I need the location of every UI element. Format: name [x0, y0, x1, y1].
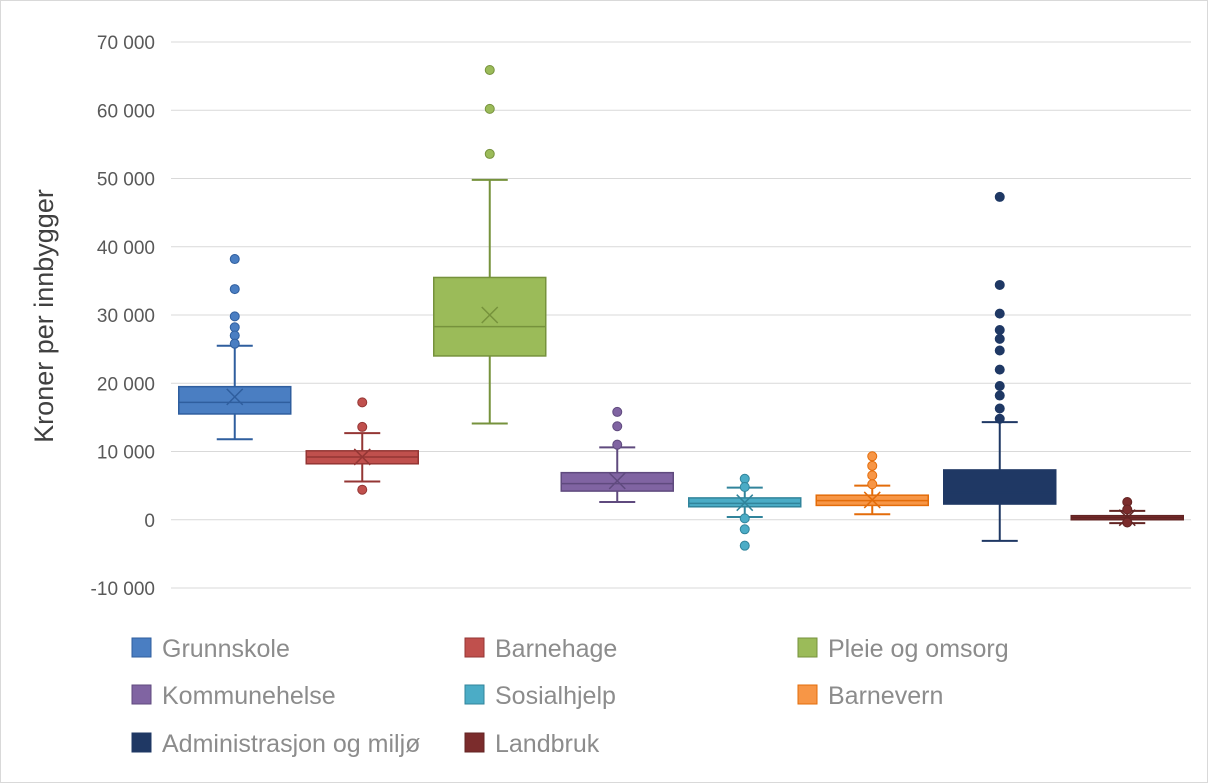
legend-label: Pleie og omsorg: [828, 635, 1009, 663]
outlier-point: [229, 311, 240, 322]
outlier-point: [739, 481, 750, 492]
legend-item: Sosialhjelp: [464, 682, 616, 710]
box-barnevern: [815, 451, 929, 516]
y-tick-label: 10 000: [97, 443, 155, 464]
mean-marker: [353, 448, 371, 466]
outlier-point: [739, 513, 750, 524]
outlier-point: [867, 460, 878, 471]
legend-swatch: [131, 732, 152, 753]
legend-item: Administrasjon og miljø: [131, 730, 420, 758]
outlier-point: [1122, 504, 1133, 515]
legend-item: Kommunehelse: [131, 682, 336, 710]
outlier-point: [357, 421, 368, 432]
outlier-point: [867, 479, 878, 490]
y-tick-label: 40 000: [97, 238, 155, 259]
outlier-point: [484, 148, 495, 159]
legend-label: Grunnskole: [162, 635, 290, 663]
outlier-point: [739, 540, 750, 551]
y-axis-title: Kroner per innbygger: [29, 189, 59, 443]
legend-label: Sosialhjelp: [495, 682, 616, 710]
outlier-point: [994, 403, 1005, 414]
mean-marker: [481, 306, 499, 324]
legend-item: Landbruk: [464, 730, 600, 758]
outlier-point: [484, 103, 495, 114]
outlier-point: [994, 345, 1005, 356]
y-axis-ticks: -10 000 0 10 000 20 000 30 000 40 000 50 000 60…: [91, 33, 155, 600]
outlier-point: [994, 308, 1005, 319]
y-tick-label: 30 000: [97, 306, 155, 327]
mean-marker: [736, 494, 754, 512]
box-iqr: [943, 469, 1057, 505]
legend-item: Pleie og omsorg: [797, 635, 1009, 663]
y-tick-label: 70 000: [97, 33, 155, 54]
mean-marker: [863, 491, 881, 509]
outlier-point: [994, 333, 1005, 344]
outlier-point: [229, 330, 240, 341]
outlier-point: [739, 524, 750, 535]
legend-label: Barnevern: [828, 682, 943, 710]
legend-swatch: [131, 637, 152, 658]
legend-swatch: [131, 684, 152, 705]
legend: Grunnskole Barnehage Pleie og omsorg Kommun…: [131, 635, 1009, 758]
outlier-point: [612, 439, 623, 450]
box-kommunehelse: [560, 406, 674, 504]
legend-item: Grunnskole: [131, 635, 290, 663]
outlier-point: [229, 338, 240, 349]
outlier-point: [994, 325, 1005, 336]
outlier-point: [484, 64, 495, 75]
legend-swatch: [464, 732, 485, 753]
mean-marker: [226, 388, 244, 406]
mean-marker: [991, 470, 1009, 489]
box-iqr: [178, 385, 292, 415]
box-sosialhjelp: [688, 473, 802, 551]
box-series: [178, 64, 1184, 551]
outlier-point: [357, 397, 368, 408]
legend-label: Administrasjon og miljø: [162, 730, 420, 758]
outlier-point: [357, 484, 368, 495]
outlier-point: [994, 364, 1005, 375]
outlier-point: [612, 406, 623, 417]
outlier-point: [739, 473, 750, 484]
box-grunnskole: [178, 254, 292, 441]
outlier-point: [1122, 517, 1133, 528]
legend-label: Landbruk: [495, 730, 600, 758]
box-administrasjon-og-milj-: [943, 191, 1057, 542]
legend-label: Barnehage: [495, 635, 617, 663]
legend-swatch: [464, 684, 485, 705]
y-tick-label: 60 000: [97, 101, 155, 122]
outlier-point: [229, 284, 240, 295]
gridlines: [171, 41, 1191, 589]
outlier-point: [994, 279, 1005, 290]
outlier-point: [994, 390, 1005, 401]
box-iqr: [433, 276, 547, 357]
outlier-point: [612, 421, 623, 432]
legend-label: Kommunehelse: [162, 682, 336, 710]
y-tick-label: 20 000: [97, 374, 155, 395]
outlier-point: [994, 191, 1005, 202]
legend-swatch: [797, 684, 818, 705]
legend-swatch: [797, 637, 818, 658]
y-tick-label: -10 000: [91, 579, 155, 600]
outlier-point: [867, 451, 878, 462]
outlier-point: [867, 470, 878, 481]
legend-item: Barnevern: [797, 682, 943, 710]
outlier-point: [994, 380, 1005, 391]
y-tick-label: 50 000: [97, 170, 155, 191]
outlier-point: [229, 322, 240, 333]
box-landbruk: [1070, 497, 1184, 528]
legend-swatch: [464, 637, 485, 658]
mean-marker: [608, 472, 626, 490]
legend-item: Barnehage: [464, 635, 617, 663]
box-pleie-og-omsorg: [433, 64, 547, 425]
outlier-point: [994, 413, 1005, 424]
y-tick-label: 0: [144, 511, 155, 532]
box-barnehage: [305, 397, 419, 495]
outlier-point: [229, 254, 240, 265]
